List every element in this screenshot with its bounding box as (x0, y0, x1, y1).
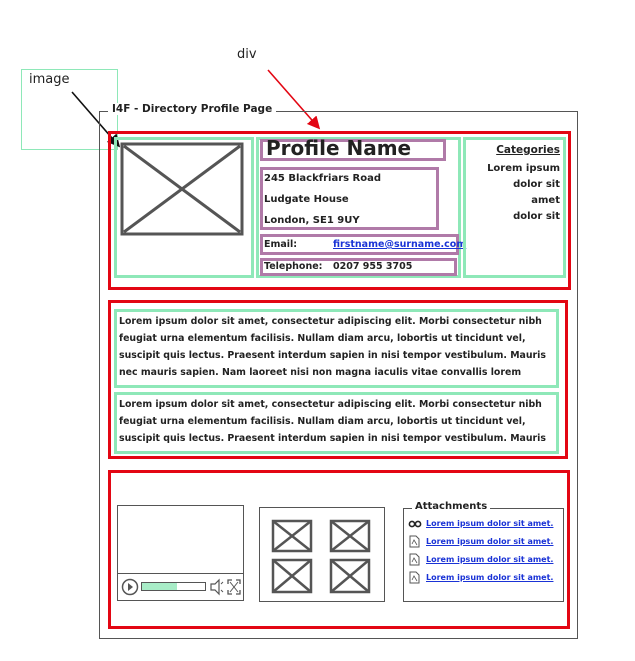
link-icon (408, 520, 422, 528)
paragraph-2: Lorem ipsum dolor sit amet, consectetur … (119, 399, 546, 444)
profile-name: Profile Name (266, 136, 412, 160)
email-box (260, 234, 459, 255)
telephone-value: 0207 955 3705 (333, 261, 413, 272)
image-container (114, 137, 254, 278)
categories-heading: Categories (496, 144, 560, 156)
gallery-thumb-1 (271, 519, 313, 553)
video-controls-bar (117, 573, 244, 601)
attachment-link[interactable]: Lorem ipsum dolor sit amet. (426, 537, 554, 546)
category-item[interactable]: dolor sit (513, 179, 560, 190)
div-annotation-label: div (237, 47, 257, 62)
gallery-thumbnails (271, 519, 371, 594)
address-line-1: 245 Blackfriars Road (264, 173, 382, 184)
telephone-label: Telephone: (264, 261, 323, 272)
profile-name-box (260, 139, 446, 161)
gallery-thumb-3 (271, 558, 313, 594)
attachment-link[interactable]: Lorem ipsum dolor sit amet. (426, 573, 554, 582)
paragraph-1: Lorem ipsum dolor sit amet, consectetur … (119, 316, 546, 378)
pdf-file-icon (409, 571, 420, 584)
telephone-box (260, 258, 457, 276)
volume-icon[interactable] (209, 578, 225, 596)
categories-container (463, 137, 566, 278)
image-annotation-label: image (29, 72, 70, 87)
profile-details-container (256, 137, 461, 278)
attachment-link[interactable]: Lorem ipsum dolor sit amet. (426, 519, 554, 528)
play-icon[interactable] (121, 577, 139, 597)
profile-image-placeholder (120, 142, 244, 236)
paragraph-1-container (114, 309, 559, 388)
address-line-2: Ludgate House (264, 194, 349, 205)
video-progress-track[interactable] (141, 582, 206, 591)
address-box (260, 167, 439, 230)
pdf-file-icon (409, 553, 420, 566)
gallery-thumb-4 (329, 558, 371, 594)
pdf-file-icon (409, 535, 420, 548)
page-frame (99, 111, 578, 639)
div-arrow (267, 69, 321, 130)
email-label: Email: (264, 239, 298, 250)
header-section (108, 131, 571, 290)
video-progress-fill (142, 583, 177, 590)
address-line-3: London, SE1 9UY (264, 215, 360, 226)
attachment-link[interactable]: Lorem ipsum dolor sit amet. (426, 555, 554, 564)
content-section (108, 300, 568, 459)
category-item[interactable]: Lorem ipsum (487, 163, 560, 174)
media-section (108, 470, 570, 629)
attachments-heading: Attachments (412, 501, 491, 512)
page-title: I4F - Directory Profile Page (108, 103, 277, 115)
fullscreen-icon[interactable] (226, 578, 242, 596)
category-item[interactable]: dolor sit (513, 211, 560, 222)
gallery-thumb-2 (329, 519, 371, 553)
paragraph-2-container (114, 392, 559, 454)
category-item[interactable]: amet (531, 195, 560, 206)
email-link[interactable]: firstname@surname.com (333, 239, 467, 250)
